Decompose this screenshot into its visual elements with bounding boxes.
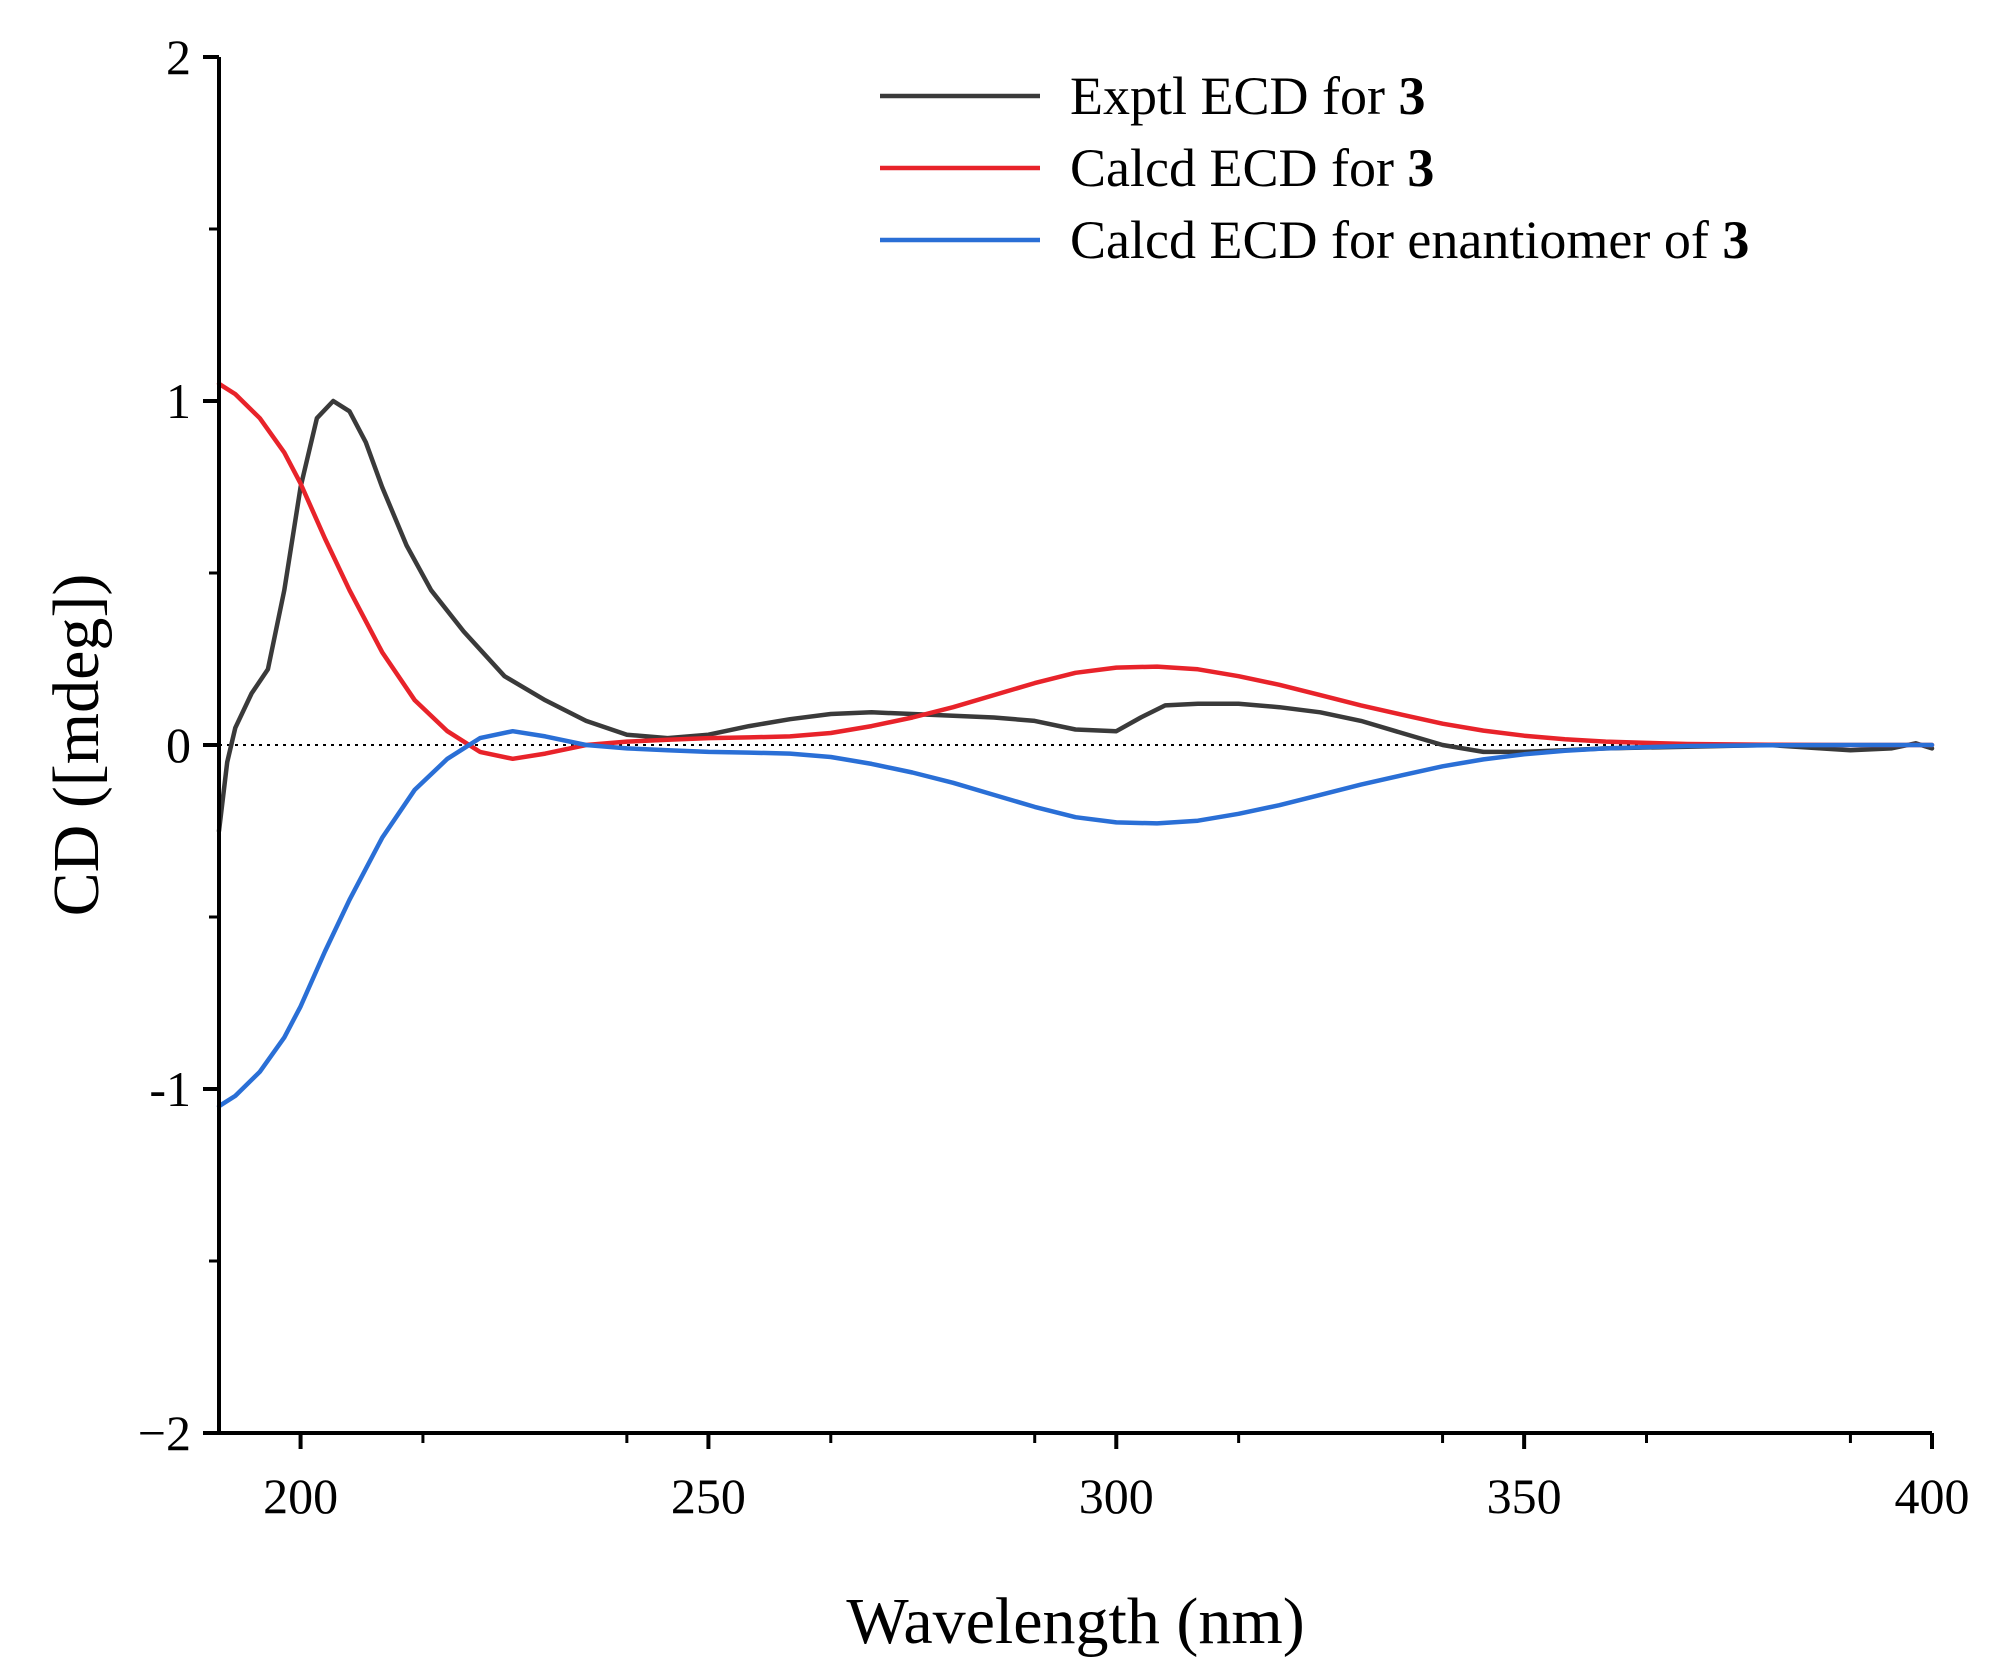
series-line-3 — [216, 728, 1935, 1109]
series-group — [216, 381, 1935, 1109]
y-tick-label: 0 — [166, 717, 191, 773]
legend-label-1: Exptl ECD for 3 — [1070, 66, 1425, 126]
legend-compound-number: 3 — [1407, 138, 1434, 198]
legend-compound-number: 3 — [1722, 210, 1749, 270]
y-tick-label: −2 — [138, 1405, 191, 1461]
x-tick-label: 400 — [1895, 1468, 1970, 1524]
legend-compound-number: 3 — [1398, 66, 1425, 126]
legend-label-text: Exptl ECD for — [1070, 66, 1398, 126]
x-axis-title: Wavelength (nm) — [846, 1585, 1304, 1658]
x-tick-label: 250 — [671, 1468, 746, 1524]
legend-label-3: Calcd ECD for enantiomer of 3 — [1070, 210, 1749, 270]
x-tick-label: 200 — [263, 1468, 338, 1524]
x-tick-label: 300 — [1079, 1468, 1154, 1524]
axes-group: 200 250 300 350 400 −2 -1 0 1 2 — [138, 29, 1970, 1524]
legend-label-text: Calcd ECD for enantiomer of — [1070, 210, 1722, 270]
legend-label-text: Calcd ECD for — [1070, 138, 1407, 198]
y-tick-label: 2 — [166, 29, 191, 85]
series-line-1 — [216, 398, 1935, 834]
y-tick-label: 1 — [166, 373, 191, 429]
y-axis-title: CD ([mdeg]) — [40, 574, 113, 917]
y-tick-label: -1 — [149, 1061, 191, 1117]
x-tick-label: 350 — [1487, 1468, 1562, 1524]
legend-label-2: Calcd ECD for 3 — [1070, 138, 1434, 198]
series-line-2 — [216, 381, 1935, 762]
